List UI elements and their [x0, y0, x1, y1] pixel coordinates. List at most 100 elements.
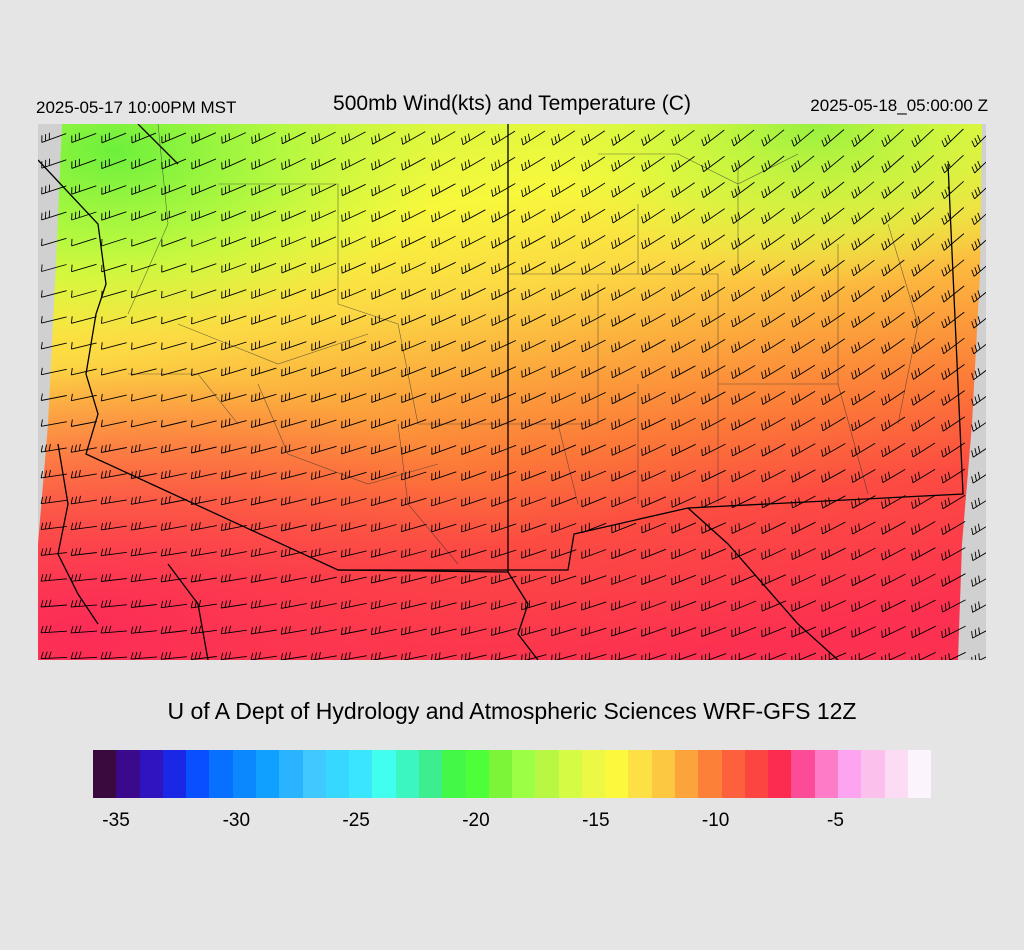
colorbar-tick-label: -5: [827, 810, 844, 831]
wind-barb: [851, 599, 876, 613]
wind-barb: [461, 548, 487, 559]
wind-barb: [641, 208, 666, 224]
wind-barb: [71, 210, 97, 221]
wind-barb: [251, 184, 277, 196]
wind-barb: [371, 288, 397, 300]
colorbar-swatch: [907, 750, 932, 798]
wind-barb: [881, 442, 906, 458]
wind-barb: [220, 599, 247, 609]
wind-barb: [461, 444, 487, 456]
wind-barb: [821, 573, 846, 587]
wind-barb: [100, 444, 127, 453]
wind-barb: [491, 313, 516, 327]
wind-barb: [911, 390, 936, 406]
wind-barb: [701, 182, 725, 198]
colorbar-swatch: [721, 750, 745, 798]
wind-barb: [971, 316, 986, 329]
wind-barb: [430, 600, 457, 610]
wind-barb: [461, 392, 487, 404]
wind-barb: [461, 261, 486, 275]
wind-barb: [40, 316, 67, 324]
wind-barb: [430, 652, 457, 660]
wind-barb: [281, 392, 307, 403]
colorbar-swatch: [558, 750, 582, 798]
wind-barb: [280, 522, 307, 532]
wind-barb: [401, 209, 426, 223]
wind-barb: [851, 338, 875, 354]
wind-barb: [311, 392, 337, 403]
wind-barb: [971, 497, 986, 510]
wind-barb: [581, 339, 606, 353]
wind-barb: [221, 132, 246, 144]
wind-barb: [401, 444, 427, 455]
wind-barb: [431, 261, 456, 275]
wind-barb: [611, 496, 637, 508]
wind-barb: [671, 182, 695, 198]
wind-barb: [461, 314, 486, 326]
wind-barb: [551, 392, 576, 404]
colorbar-swatch: [93, 750, 117, 798]
wind-barb: [641, 600, 667, 611]
wind-barb: [911, 233, 935, 251]
wind-barb: [881, 652, 906, 660]
wind-barb: [161, 315, 187, 325]
wind-barb: [551, 496, 577, 508]
wind-barb: [41, 158, 67, 169]
wind-barb: [71, 237, 97, 247]
wind-barb: [401, 131, 426, 145]
wind-barb: [881, 155, 905, 173]
wind-barb: [371, 314, 397, 326]
wind-barb: [40, 651, 68, 660]
wind-barb: [100, 599, 127, 608]
wind-barb: [70, 651, 98, 660]
wind-barb: [941, 259, 965, 277]
wind-barb: [941, 390, 965, 406]
wind-barb: [311, 288, 337, 300]
wind-barb: [851, 259, 875, 277]
wind-barb: [611, 339, 636, 353]
wind-barb: [491, 183, 516, 197]
wind-barb: [821, 390, 846, 406]
wind-barb: [341, 131, 366, 145]
wind-barb: [611, 182, 636, 198]
colorbar-swatch: [162, 750, 187, 798]
wind-barb: [821, 416, 846, 432]
wind-barb: [191, 210, 217, 222]
wind-barb: [671, 470, 696, 482]
wind-barb: [491, 392, 517, 404]
wind-barb: [671, 260, 696, 276]
wind-barb: [641, 626, 667, 637]
wind-barb: [791, 574, 816, 586]
wind-barb: [310, 496, 337, 506]
wind-barb: [40, 443, 67, 453]
wind-barb: [100, 625, 128, 634]
wind-barb: [821, 129, 845, 147]
wind-barb: [611, 600, 637, 611]
wind-barb: [340, 522, 367, 532]
wind-barb: [551, 339, 576, 353]
wind-barb: [370, 626, 397, 636]
colorbar-swatch: [232, 750, 256, 798]
wind-barb: [581, 130, 606, 146]
wind-barb: [131, 342, 157, 350]
wind-barb: [701, 496, 726, 508]
wind-barb: [40, 341, 67, 350]
wind-barb: [881, 364, 905, 380]
wind-barb: [40, 419, 67, 427]
wind-barb: [130, 599, 157, 608]
wind-barb: [311, 236, 337, 248]
wind-barb: [701, 574, 727, 586]
wind-barb: [551, 130, 576, 146]
wind-barb: [491, 366, 517, 378]
wind-barb: [821, 181, 845, 199]
wind-barb: [491, 209, 516, 223]
wind-barb: [791, 286, 815, 302]
wind-barb: [371, 209, 396, 223]
wind-barb: [581, 182, 606, 198]
wind-barb: [70, 625, 98, 634]
wind-barb: [70, 495, 97, 505]
wind-barb: [911, 521, 936, 535]
wind-barb: [461, 652, 487, 660]
wind-barb: [941, 154, 964, 174]
wind-barb: [971, 627, 986, 639]
